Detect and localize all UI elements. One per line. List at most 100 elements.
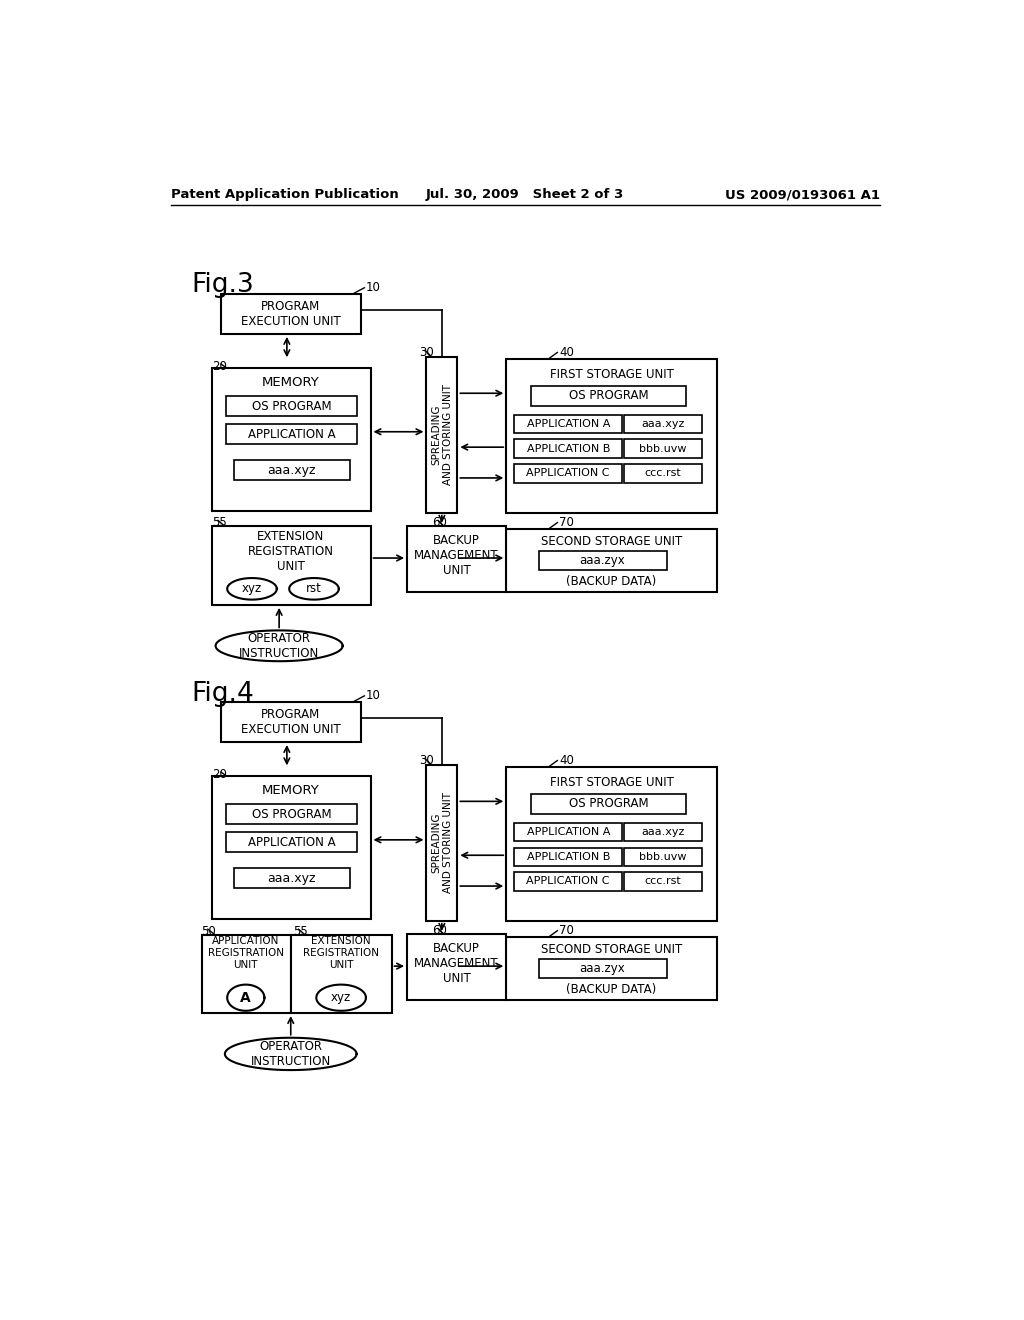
Text: SECOND STORAGE UNIT: SECOND STORAGE UNIT	[541, 942, 682, 956]
Text: OPERATOR
INSTRUCTION: OPERATOR INSTRUCTION	[239, 632, 319, 660]
Text: aaa.xyz: aaa.xyz	[641, 828, 684, 837]
Text: aaa.xyz: aaa.xyz	[641, 418, 684, 429]
FancyBboxPatch shape	[624, 440, 701, 458]
Text: 70: 70	[559, 924, 573, 937]
FancyBboxPatch shape	[539, 960, 667, 978]
Text: APPLICATION A: APPLICATION A	[526, 418, 610, 429]
Text: 40: 40	[559, 346, 573, 359]
FancyBboxPatch shape	[212, 525, 371, 605]
FancyBboxPatch shape	[226, 832, 357, 853]
FancyBboxPatch shape	[624, 873, 701, 891]
Text: Patent Application Publication: Patent Application Publication	[171, 187, 398, 201]
Text: 20: 20	[212, 768, 226, 781]
FancyBboxPatch shape	[624, 414, 701, 433]
Text: SPREADING
AND STORING UNIT: SPREADING AND STORING UNIT	[431, 384, 453, 486]
Text: PROGRAM
EXECUTION UNIT: PROGRAM EXECUTION UNIT	[241, 300, 341, 327]
Text: APPLICATION C: APPLICATION C	[526, 469, 610, 478]
Text: rst: rst	[306, 582, 322, 595]
FancyBboxPatch shape	[226, 424, 357, 444]
Text: 20: 20	[212, 360, 226, 372]
Text: aaa.zyx: aaa.zyx	[580, 554, 626, 566]
FancyBboxPatch shape	[426, 358, 458, 512]
Text: 10: 10	[366, 281, 381, 294]
FancyBboxPatch shape	[426, 766, 458, 921]
FancyBboxPatch shape	[514, 414, 623, 433]
FancyBboxPatch shape	[514, 822, 623, 841]
Text: APPLICATION A: APPLICATION A	[248, 428, 335, 441]
FancyBboxPatch shape	[624, 847, 701, 866]
FancyBboxPatch shape	[506, 767, 717, 921]
FancyBboxPatch shape	[291, 935, 391, 1014]
Text: US 2009/0193061 A1: US 2009/0193061 A1	[725, 187, 880, 201]
FancyBboxPatch shape	[624, 465, 701, 483]
Text: EXTENSION
REGISTRATION
UNIT: EXTENSION REGISTRATION UNIT	[248, 529, 334, 573]
Text: FIRST STORAGE UNIT: FIRST STORAGE UNIT	[550, 367, 674, 380]
Text: 40: 40	[559, 754, 573, 767]
Text: xyz: xyz	[331, 991, 351, 1005]
Text: OS PROGRAM: OS PROGRAM	[568, 797, 648, 810]
Text: OS PROGRAM: OS PROGRAM	[252, 400, 332, 413]
Text: ccc.rst: ccc.rst	[644, 469, 681, 478]
FancyBboxPatch shape	[221, 702, 360, 742]
Text: FIRST STORAGE UNIT: FIRST STORAGE UNIT	[550, 776, 674, 788]
Text: SECOND STORAGE UNIT: SECOND STORAGE UNIT	[541, 535, 682, 548]
Text: aaa.zyx: aaa.zyx	[580, 962, 626, 975]
Text: APPLICATION B: APPLICATION B	[526, 444, 610, 454]
Text: BACKUP
MANAGEMENT
UNIT: BACKUP MANAGEMENT UNIT	[415, 942, 499, 985]
Text: 30: 30	[420, 346, 434, 359]
FancyBboxPatch shape	[539, 552, 667, 570]
Text: (BACKUP DATA): (BACKUP DATA)	[566, 982, 656, 995]
FancyBboxPatch shape	[531, 385, 686, 407]
Text: 55: 55	[212, 516, 226, 529]
Text: 50: 50	[202, 925, 216, 939]
Text: OPERATOR
INSTRUCTION: OPERATOR INSTRUCTION	[251, 1040, 331, 1068]
FancyBboxPatch shape	[221, 294, 360, 334]
Text: aaa.xyz: aaa.xyz	[267, 871, 315, 884]
Text: APPLICATION A: APPLICATION A	[248, 836, 335, 849]
Text: 60: 60	[432, 924, 447, 937]
Text: xyz: xyz	[242, 582, 262, 595]
FancyBboxPatch shape	[514, 440, 623, 458]
FancyBboxPatch shape	[506, 937, 717, 1001]
Text: bbb.uvw: bbb.uvw	[639, 444, 686, 454]
FancyBboxPatch shape	[506, 529, 717, 591]
Text: ccc.rst: ccc.rst	[644, 876, 681, 887]
Text: OS PROGRAM: OS PROGRAM	[252, 808, 332, 821]
Text: EXTENSION
REGISTRATION
UNIT: EXTENSION REGISTRATION UNIT	[303, 936, 379, 970]
FancyBboxPatch shape	[506, 359, 717, 512]
FancyBboxPatch shape	[226, 804, 357, 825]
Text: (BACKUP DATA): (BACKUP DATA)	[566, 574, 656, 587]
Text: aaa.xyz: aaa.xyz	[267, 463, 315, 477]
Text: APPLICATION
REGISTRATION
UNIT: APPLICATION REGISTRATION UNIT	[208, 936, 284, 970]
FancyBboxPatch shape	[212, 776, 371, 919]
Text: APPLICATION A: APPLICATION A	[526, 828, 610, 837]
Text: APPLICATION C: APPLICATION C	[526, 876, 610, 887]
Text: 55: 55	[293, 925, 308, 939]
FancyBboxPatch shape	[514, 873, 623, 891]
FancyBboxPatch shape	[514, 465, 623, 483]
FancyBboxPatch shape	[202, 935, 291, 1014]
FancyBboxPatch shape	[407, 933, 506, 1001]
FancyBboxPatch shape	[407, 525, 506, 591]
Text: 70: 70	[559, 516, 573, 529]
Text: 30: 30	[420, 754, 434, 767]
Text: Fig.3: Fig.3	[191, 272, 254, 298]
FancyBboxPatch shape	[531, 793, 686, 814]
FancyBboxPatch shape	[624, 822, 701, 841]
Text: APPLICATION B: APPLICATION B	[526, 851, 610, 862]
Text: Fig.4: Fig.4	[191, 681, 254, 706]
Text: BACKUP
MANAGEMENT
UNIT: BACKUP MANAGEMENT UNIT	[415, 535, 499, 577]
Text: PROGRAM
EXECUTION UNIT: PROGRAM EXECUTION UNIT	[241, 708, 341, 737]
Text: OS PROGRAM: OS PROGRAM	[568, 389, 648, 403]
FancyBboxPatch shape	[234, 461, 349, 480]
Text: MEMORY: MEMORY	[262, 376, 319, 389]
FancyBboxPatch shape	[234, 869, 349, 888]
Text: A: A	[241, 991, 251, 1005]
Text: MEMORY: MEMORY	[262, 784, 319, 797]
Text: bbb.uvw: bbb.uvw	[639, 851, 686, 862]
Text: SPREADING
AND STORING UNIT: SPREADING AND STORING UNIT	[431, 792, 453, 894]
FancyBboxPatch shape	[514, 847, 623, 866]
Text: 10: 10	[366, 689, 381, 702]
Text: 60: 60	[432, 516, 447, 529]
Text: Jul. 30, 2009   Sheet 2 of 3: Jul. 30, 2009 Sheet 2 of 3	[426, 187, 624, 201]
